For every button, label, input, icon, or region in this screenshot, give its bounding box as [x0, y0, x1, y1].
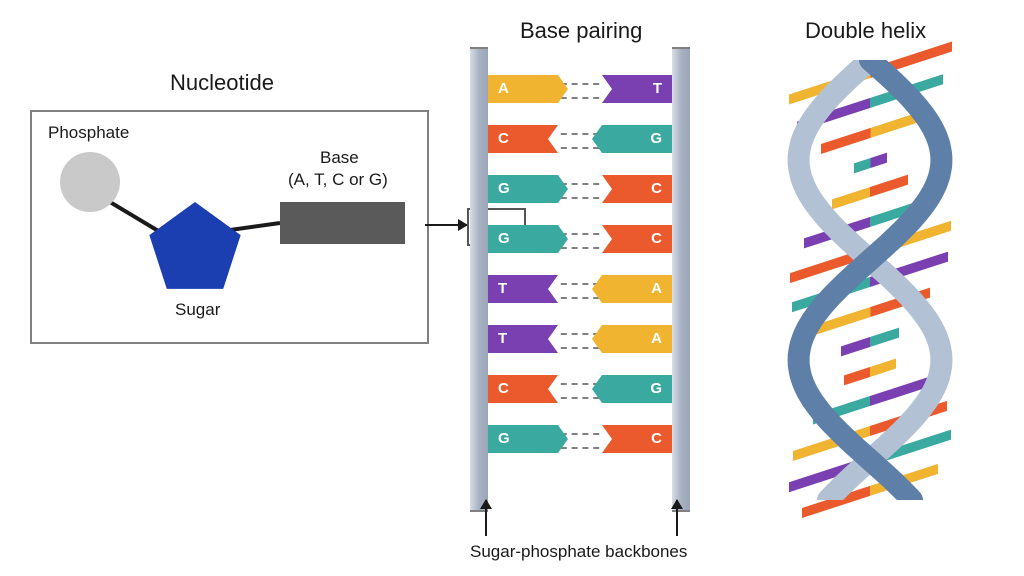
- base-pair-row: GC: [488, 225, 672, 253]
- nucleotide-svg: [0, 0, 460, 360]
- helix-strands: [785, 60, 955, 500]
- backbone-left: [470, 47, 488, 512]
- base-pair-row: CG: [488, 125, 672, 153]
- backbone-arrow-right: [676, 500, 678, 536]
- base-right: A: [602, 275, 672, 303]
- base-pair-row: TA: [488, 275, 672, 303]
- base-pair-row: GC: [488, 425, 672, 453]
- base-left: A: [488, 75, 558, 103]
- base-right: A: [602, 325, 672, 353]
- base-left: G: [488, 225, 558, 253]
- base-left: G: [488, 175, 558, 203]
- base-pairing-ladder: ATCGGCGCTATACGGC: [475, 55, 685, 500]
- base-pair-row: GC: [488, 175, 672, 203]
- base-right: G: [602, 125, 672, 153]
- base-left: G: [488, 425, 558, 453]
- base-right: C: [602, 425, 672, 453]
- base-left: T: [488, 325, 558, 353]
- base-pair-row: AT: [488, 75, 672, 103]
- backbone-arrow-left: [485, 500, 487, 536]
- base-right: C: [602, 175, 672, 203]
- base-right: C: [602, 225, 672, 253]
- base-left: C: [488, 375, 558, 403]
- base-pairing-title: Base pairing: [520, 18, 642, 44]
- double-helix-title: Double helix: [805, 18, 926, 44]
- backbone-label: Sugar-phosphate backbones: [470, 542, 687, 562]
- base-left: T: [488, 275, 558, 303]
- base-left: C: [488, 125, 558, 153]
- base-pair-row: TA: [488, 325, 672, 353]
- backbone-right: [672, 47, 690, 512]
- base-right: G: [602, 375, 672, 403]
- base-pair-row: CG: [488, 375, 672, 403]
- double-helix: [785, 60, 955, 500]
- base-right: T: [602, 75, 672, 103]
- pointer-arrow: [425, 224, 467, 226]
